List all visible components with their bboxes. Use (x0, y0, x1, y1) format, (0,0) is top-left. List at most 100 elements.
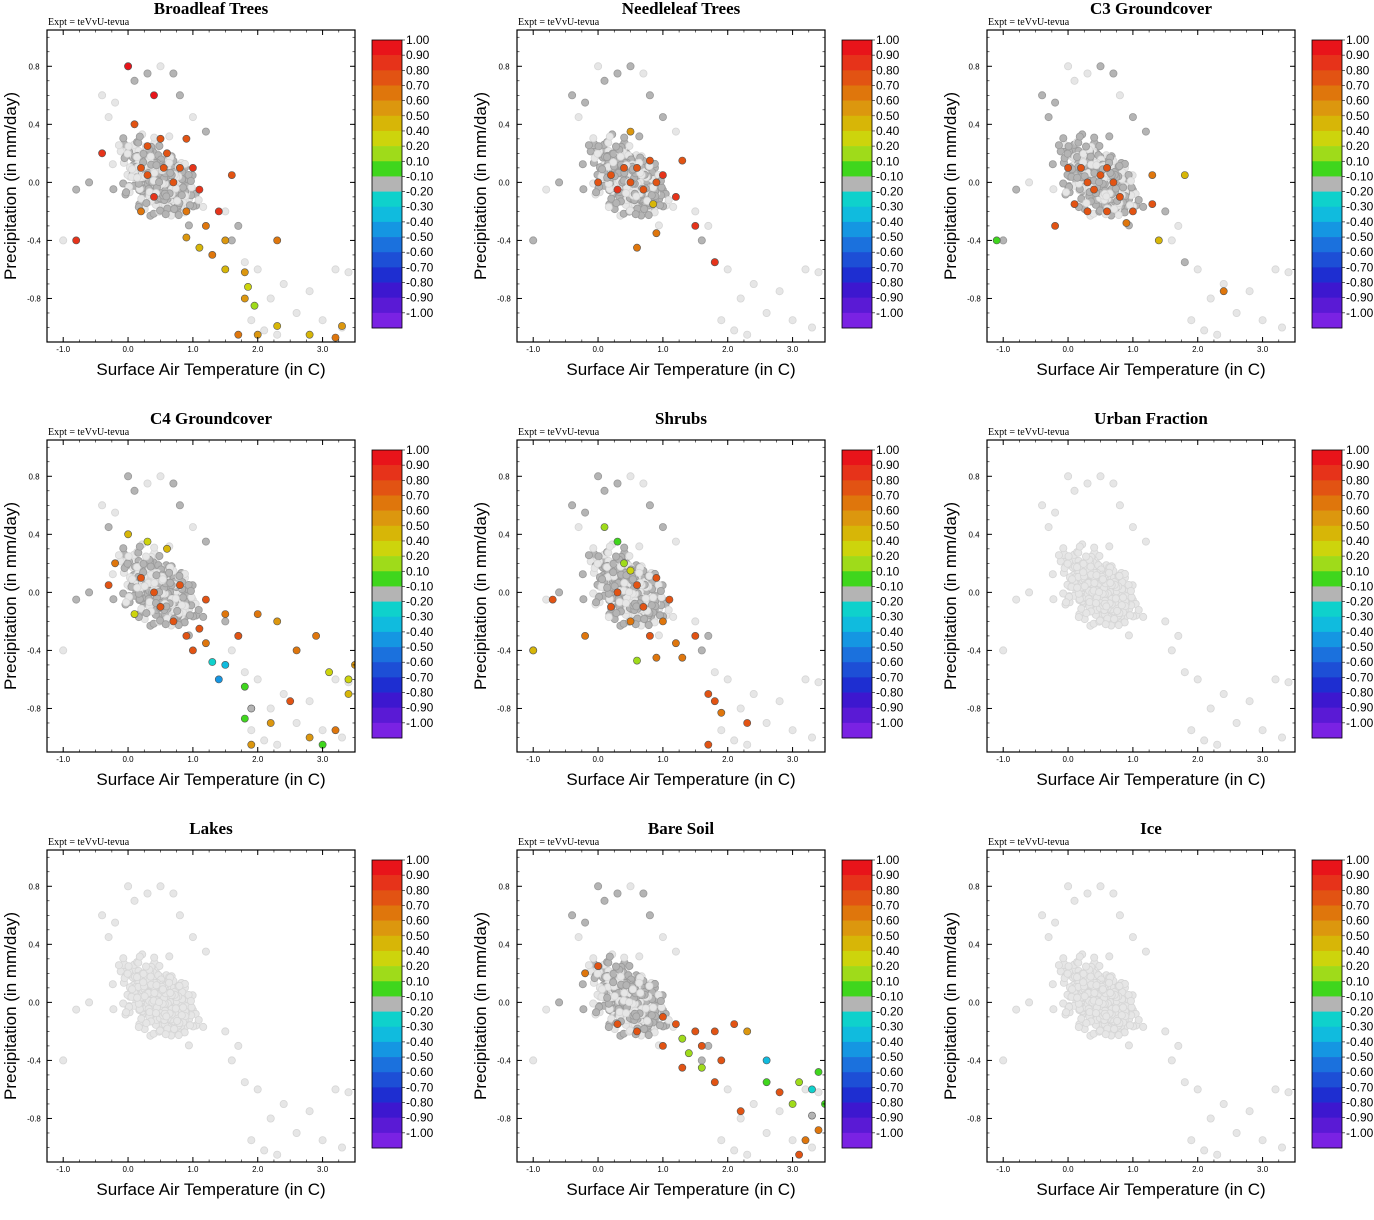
background-point (568, 911, 577, 920)
background-point (814, 268, 823, 277)
colorbar-swatch (372, 312, 402, 329)
colorbar-label: -0.80 (406, 686, 434, 700)
background-point (122, 598, 131, 607)
background-point (658, 113, 667, 122)
data-point (201, 221, 210, 230)
data-point (671, 1020, 680, 1028)
background-point (1126, 586, 1135, 595)
y-tick-label: -0.8 (27, 704, 41, 713)
background-point (621, 189, 630, 198)
colorbar-swatch (372, 297, 402, 314)
background-point (156, 472, 165, 481)
background-point (1079, 568, 1088, 577)
background-point (119, 954, 128, 963)
data-point (1083, 178, 1092, 187)
data-point (305, 733, 314, 742)
background-point (1059, 589, 1068, 598)
background-point (124, 962, 133, 971)
colorbar-swatch (372, 556, 402, 572)
data-point (163, 544, 171, 553)
background-point (155, 178, 164, 187)
data-point (801, 1136, 810, 1145)
colorbar-swatch (372, 465, 402, 481)
background-point (247, 1136, 256, 1145)
colorbar-swatch (372, 70, 402, 86)
data-point (548, 595, 557, 604)
y-tick-label: -0.8 (497, 294, 511, 303)
data-point (150, 91, 158, 100)
colorbar-label: -0.40 (406, 1035, 434, 1049)
background-point (128, 165, 137, 174)
background-point (177, 1011, 186, 1020)
background-point (658, 523, 667, 532)
colorbar-label: 0.10 (1346, 154, 1370, 168)
colorbar-label: 0.20 (876, 139, 900, 153)
colorbar-label: 1.00 (876, 33, 900, 47)
data-point (581, 969, 589, 978)
background-point (621, 1009, 630, 1018)
background-point (649, 593, 658, 602)
colorbar-swatch (842, 860, 872, 876)
colorbar-label: 0.60 (876, 94, 900, 108)
background-point (1101, 620, 1110, 629)
background-point (1064, 62, 1073, 71)
colorbar-label: -0.50 (1346, 640, 1374, 654)
colorbar-swatch (372, 966, 402, 982)
background-point (775, 1107, 784, 1116)
colorbar-swatch (842, 647, 872, 663)
data-point (201, 595, 210, 604)
background-point (604, 613, 613, 622)
x-tick-label: 2.0 (252, 1165, 264, 1174)
data-points (992, 62, 1293, 339)
colorbar-label: 0.40 (876, 124, 900, 138)
background-point (98, 911, 107, 920)
background-point (1095, 588, 1104, 597)
colorbar-label: 0.60 (406, 94, 430, 108)
colorbar-swatch (372, 146, 402, 162)
background-point (611, 962, 620, 971)
data-point (613, 588, 622, 597)
colorbar-label: -0.90 (406, 701, 434, 715)
background-point (158, 985, 167, 994)
data-point (808, 1111, 816, 1120)
background-point (1109, 69, 1118, 78)
colorbar-label: 0.60 (1346, 94, 1370, 108)
y-axis-label: Precipitation (in mm/day) (1, 92, 20, 280)
data-point (344, 690, 353, 698)
background-point (1070, 76, 1079, 85)
colorbar-swatch (372, 1087, 402, 1103)
background-point (1095, 551, 1104, 560)
background-point (1064, 142, 1073, 151)
colorbar-swatch (842, 297, 872, 314)
data-point (188, 646, 197, 655)
background-point (1105, 568, 1114, 577)
background-point (1064, 552, 1073, 561)
expt-label: Expt = teVvU-tevua (518, 17, 600, 28)
background-point (762, 718, 771, 727)
background-point (186, 996, 195, 1005)
y-tick-label: 0.4 (968, 530, 980, 539)
colorbar-swatch (1312, 465, 1342, 481)
data-point (344, 675, 353, 684)
colorbar-label: 0.70 (876, 78, 900, 92)
colorbar-label: -0.60 (406, 655, 434, 669)
background-point (1258, 726, 1267, 735)
background-point (146, 152, 155, 161)
y-tick-label: 0.8 (498, 882, 510, 891)
data-point (730, 1020, 739, 1028)
background-point (175, 981, 184, 990)
colorbar-label: 0.50 (406, 109, 430, 123)
background-point (150, 543, 159, 552)
background-point (247, 726, 256, 735)
background-point (1141, 127, 1150, 136)
background-point (170, 204, 179, 213)
data-points (59, 882, 353, 1159)
background-point (128, 985, 137, 994)
background-point (775, 697, 784, 706)
background-point (1054, 551, 1063, 560)
background-point (150, 133, 159, 142)
y-axis-label: Precipitation (in mm/day) (471, 912, 490, 1100)
x-tick-label: 2.0 (1192, 755, 1204, 764)
